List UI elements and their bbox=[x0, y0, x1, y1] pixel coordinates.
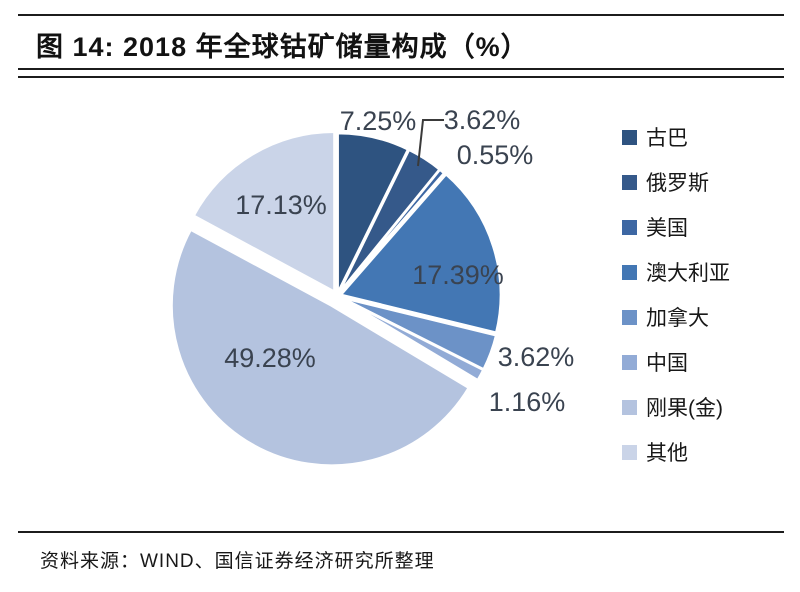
legend-item: 加拿大 bbox=[622, 305, 730, 330]
legend-item: 刚果(金) bbox=[622, 395, 730, 420]
pie-value-label-1: 7.25% bbox=[340, 106, 417, 136]
legend-label: 俄罗斯 bbox=[646, 172, 709, 195]
legend-label: 中国 bbox=[646, 352, 688, 375]
pie-value-label-6: 1.16% bbox=[489, 387, 566, 417]
legend-item: 其他 bbox=[622, 440, 730, 465]
legend-swatch bbox=[622, 129, 637, 145]
legend-swatch bbox=[622, 399, 637, 415]
source-note: 资料来源：WIND、国信证券经济研究所整理 bbox=[40, 551, 435, 572]
bottom-rule bbox=[18, 531, 784, 533]
pie-slice-8 bbox=[192, 130, 336, 293]
pie-slice-4 bbox=[339, 172, 503, 334]
legend-item: 澳大利亚 bbox=[622, 260, 730, 285]
legend-label: 加拿大 bbox=[646, 307, 709, 330]
legend-item: 俄罗斯 bbox=[622, 170, 730, 195]
title-divider-rule bbox=[18, 68, 784, 78]
label-leader-line bbox=[417, 119, 444, 167]
legend-swatch bbox=[622, 354, 637, 370]
legend-item: 古巴 bbox=[622, 125, 730, 150]
top-rule bbox=[18, 14, 784, 16]
pie-value-label-3: 0.55% bbox=[457, 140, 534, 170]
pie-value-label-8: 17.13% bbox=[235, 190, 327, 220]
figure-title: 图 14: 2018 年全球钴矿储量构成（%） bbox=[36, 32, 529, 62]
legend-label: 美国 bbox=[646, 217, 688, 240]
legend-label: 其他 bbox=[646, 442, 688, 465]
pie-value-label-7: 49.28% bbox=[224, 343, 316, 373]
chart-area: 7.25% 3.62% 0.55% 17.39% 3.62% 1.16% 49.28% 17.… bbox=[0, 80, 800, 531]
pie-value-label-4: 17.39% bbox=[412, 260, 504, 290]
legend-swatch bbox=[622, 444, 637, 460]
pie-value-label-2: 3.62% bbox=[444, 105, 521, 135]
legend-swatch bbox=[622, 174, 637, 190]
legend-item: 美国 bbox=[622, 215, 730, 240]
pie-value-label-5: 3.62% bbox=[498, 342, 575, 372]
pie-slice-3 bbox=[337, 168, 446, 295]
legend-swatch bbox=[622, 264, 637, 280]
legend-label: 澳大利亚 bbox=[646, 262, 730, 285]
pie-slice-7 bbox=[170, 228, 471, 467]
legend: 古巴 俄罗斯 美国 澳大利亚 加拿大 中国 bbox=[622, 125, 730, 485]
legend-swatch bbox=[622, 309, 637, 325]
legend-swatch bbox=[622, 219, 637, 235]
legend-label: 刚果(金) bbox=[646, 397, 723, 420]
pie-slice-6 bbox=[339, 296, 485, 382]
legend-item: 中国 bbox=[622, 350, 730, 375]
pie-chart: 7.25% 3.62% 0.55% 17.39% 3.62% 1.16% 49.28% 17.… bbox=[170, 105, 575, 467]
legend-label: 古巴 bbox=[646, 127, 688, 150]
